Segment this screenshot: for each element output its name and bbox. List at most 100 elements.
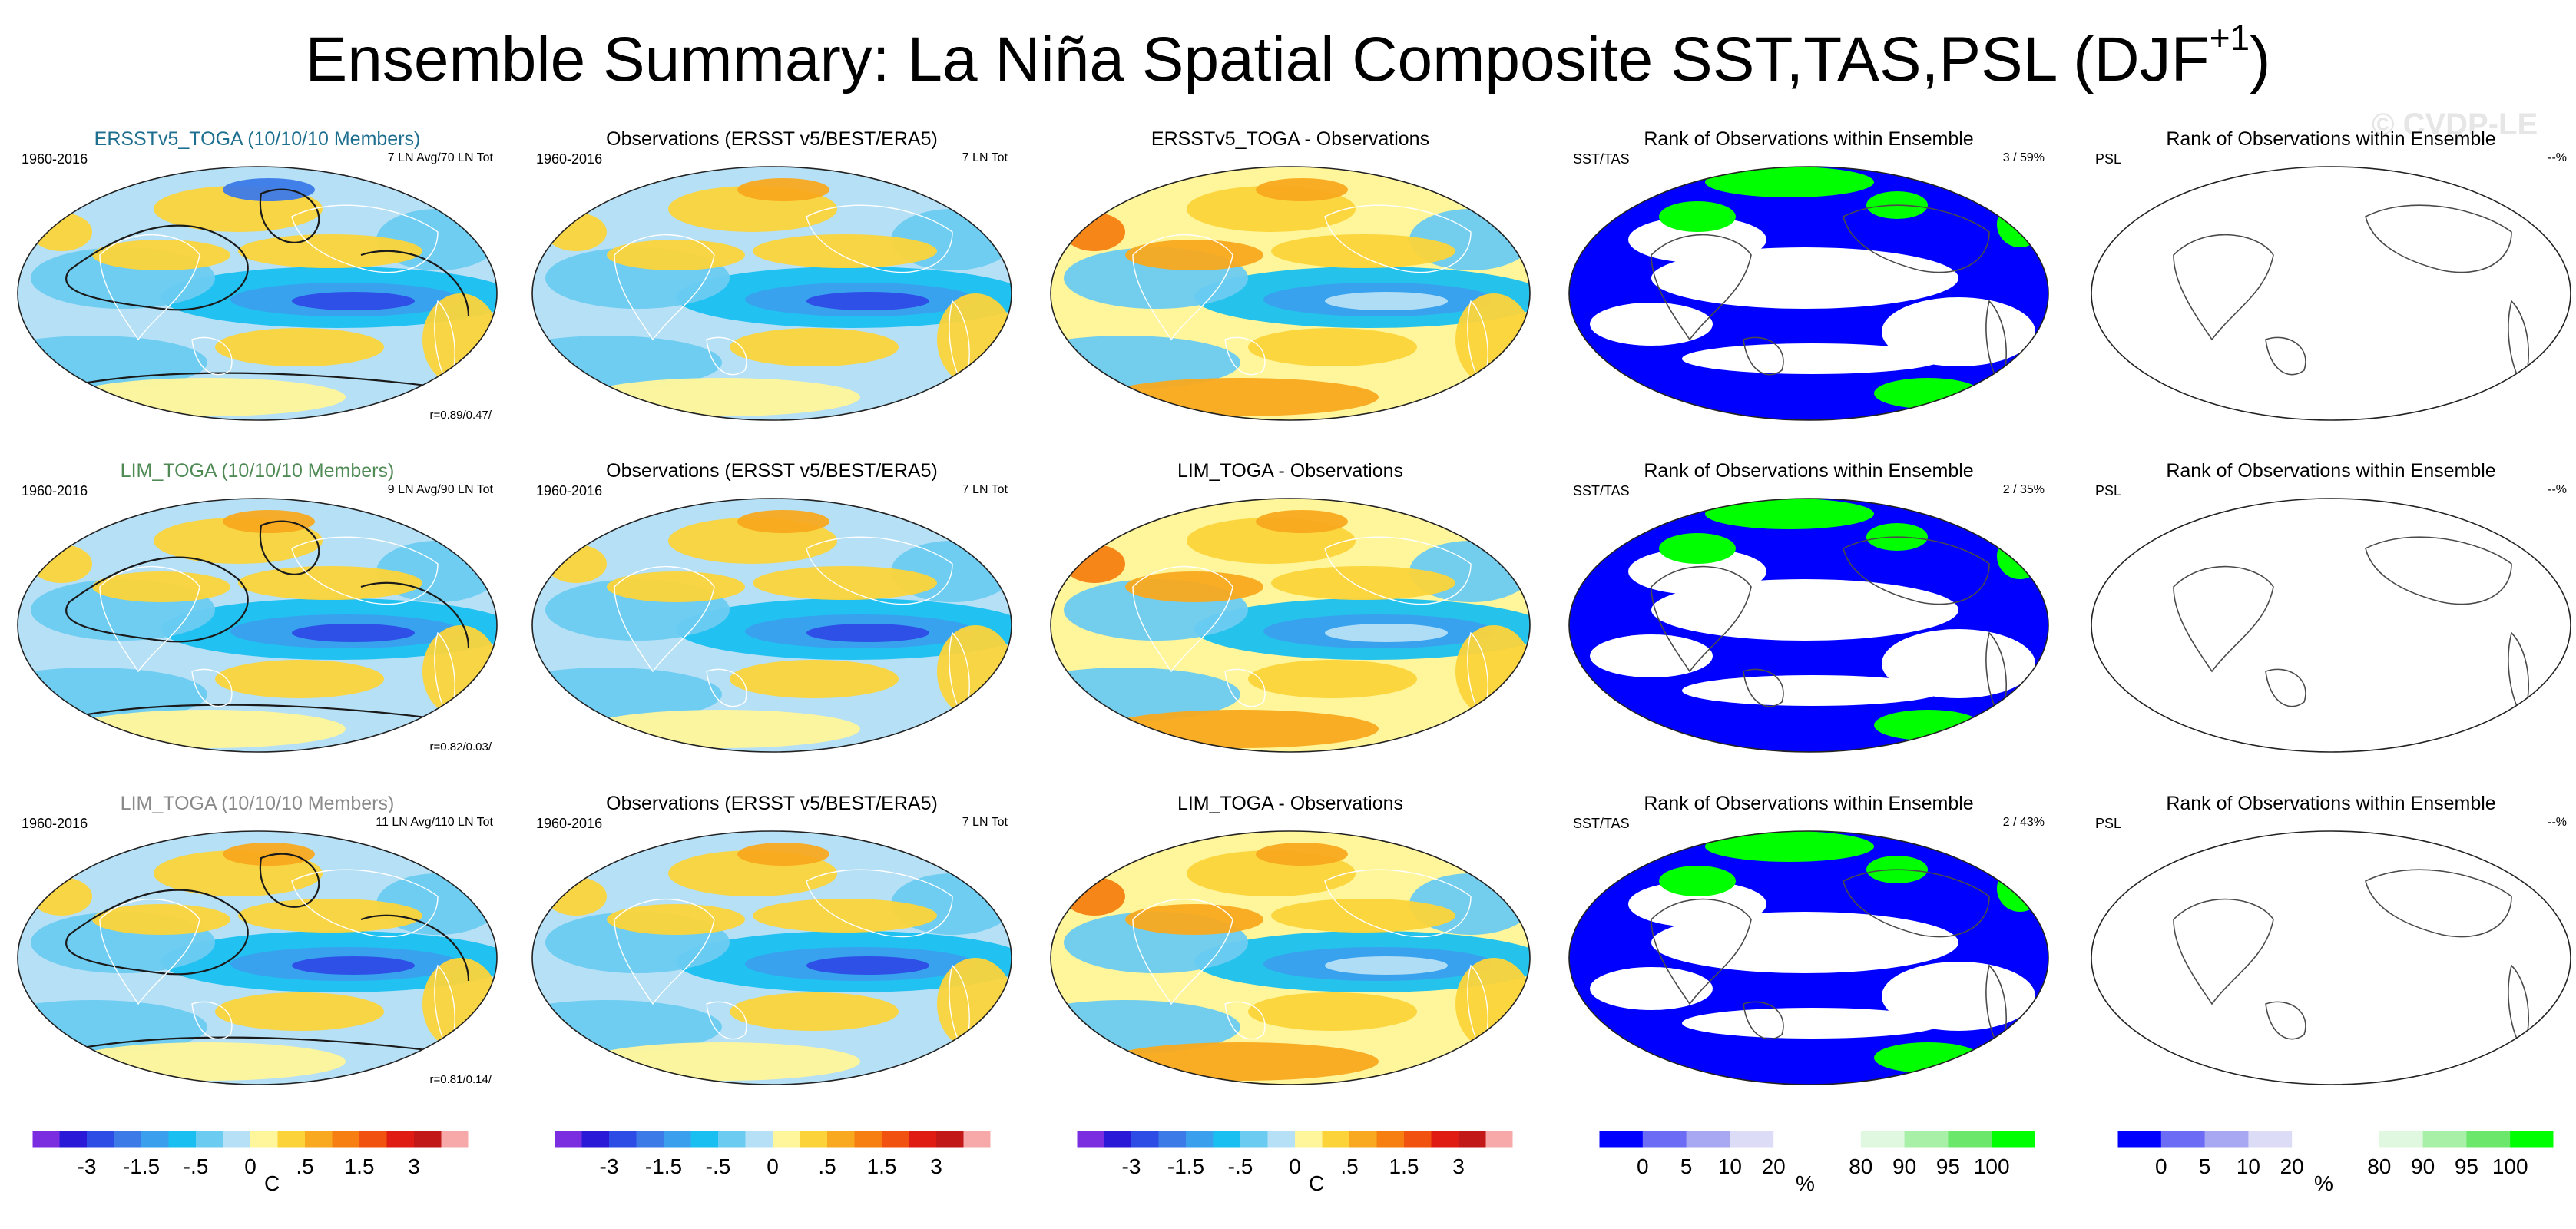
colorbar-rank-psl-svg: 0 5 10 20 80 90 95 100 (2117, 1130, 2554, 1178)
colorbar-tick-label: -3 (1122, 1154, 1141, 1178)
map-ensemble (17, 166, 498, 421)
colorbar-swatch (1295, 1131, 1323, 1148)
colorbar-swatch (1817, 1131, 1862, 1148)
map-outline (1050, 830, 1531, 1085)
map-rank-psl (2091, 166, 2571, 421)
panel-observations-row-2: Observations (ERSST v5/BEST/ERA5) 1960-20… (522, 452, 1021, 760)
colorbar-swatch (1158, 1131, 1187, 1148)
anomaly-region (31, 213, 92, 251)
colorbar-swatch (1213, 1131, 1241, 1148)
anomaly-region (422, 958, 497, 1050)
colorbar-tick-label: -.5 (184, 1154, 209, 1178)
map-observations (531, 830, 1012, 1085)
colorbar-tick-label: 5 (2199, 1154, 2211, 1178)
colorbar-tick-label: .5 (296, 1154, 313, 1178)
anomaly-region (737, 178, 829, 201)
coastline (2365, 204, 2512, 273)
psl-contour (259, 520, 320, 575)
colorbar-swatch (386, 1131, 415, 1148)
colorbar-tick-label: 100 (1974, 1154, 2010, 1178)
anomaly-region (1455, 625, 1530, 717)
colorbar-swatch (800, 1131, 828, 1148)
panel-period: 1960-2016 (22, 151, 88, 167)
map-observations (531, 166, 1012, 421)
colorbar-ensemble: -3 -1.5 -.5 0 .5 1.5 3 C (23, 1121, 522, 1229)
anomaly-region (69, 378, 346, 416)
anomaly-region (607, 240, 745, 270)
psl-contour (259, 853, 320, 908)
colorbar-swatch (332, 1131, 360, 1148)
coastline (1132, 565, 1233, 673)
rank-region-high (1997, 533, 2043, 579)
colorbar-swatch (168, 1131, 197, 1148)
colorbar-tick-label: 0 (1637, 1154, 1649, 1178)
panel-period: 1960-2016 (536, 151, 603, 167)
panel-variable-label: PSL (2095, 483, 2122, 499)
coastline (1224, 668, 1266, 707)
anomaly-region (1064, 877, 1125, 916)
colorbar-swatch (114, 1131, 142, 1148)
map-observations (531, 498, 1012, 753)
coastline (706, 668, 747, 707)
anomaly-region (92, 571, 230, 602)
rank-region-mid (1628, 548, 1766, 595)
colorbar-swatch (223, 1131, 251, 1148)
rank-region-high (1659, 533, 1736, 564)
colorbar-tick-label: -.5 (1228, 1154, 1253, 1178)
coastline (1651, 565, 1752, 673)
panel-count: 9 LN Avg/90 LN Tot (387, 483, 493, 496)
colorbar-swatch (1077, 1131, 1104, 1148)
anomaly-region (238, 234, 422, 268)
anomaly-region (1271, 234, 1455, 268)
colorbar-swatch (1459, 1131, 1486, 1148)
colorbar-swatch (2248, 1131, 2293, 1148)
map-outline (2091, 166, 2571, 421)
colorbar-swatch (2117, 1131, 2162, 1148)
anomaly-region (1248, 660, 1417, 698)
colorbar-tick-label: -.5 (706, 1154, 731, 1178)
rank-region-mid (1590, 967, 1713, 1010)
map-outline (17, 498, 498, 753)
panel-correlation: r=0.81/0.14/ (429, 1073, 492, 1086)
colorbar-tick-label: 10 (2237, 1154, 2260, 1178)
colorbar-swatch (1376, 1131, 1405, 1148)
psl-contour (65, 224, 249, 311)
colorbar-swatch (59, 1131, 88, 1148)
panel-count: 7 LN Tot (962, 816, 1008, 829)
colorbar-swatch (1485, 1131, 1514, 1148)
coastline (806, 869, 953, 938)
coastline (291, 536, 439, 605)
anomaly-region (937, 293, 1012, 386)
rank-region-mid (1628, 217, 1766, 263)
psl-contour (65, 889, 249, 976)
anomaly-region (238, 566, 422, 600)
map-outline (2091, 498, 2571, 753)
rank-region-mid (1882, 629, 2035, 698)
map-ensemble (17, 498, 498, 753)
colorbar-units: % (2314, 1171, 2333, 1195)
coastline (1324, 536, 1472, 605)
colorbar-rank-psl: 0 5 10 20 80 90 95 100 % (2108, 1121, 2576, 1229)
colorbar-tick-label: -1.5 (123, 1154, 160, 1178)
panel-rank-stat: --% (2548, 151, 2567, 164)
colorbar-swatch (305, 1131, 333, 1148)
colorbar-rank-sst: 0 5 10 20 80 90 95 100 % (1590, 1121, 2089, 1229)
colorbar-swatch (2160, 1131, 2206, 1148)
colorbar-swatch (196, 1131, 223, 1148)
panel-title: Rank of Observations within Ensemble (2166, 128, 2496, 150)
panel-rank-stat: --% (2548, 816, 2567, 829)
colorbar-swatch (854, 1131, 882, 1148)
panel-rank-psl-row-1: Rank of Observations within Ensemble PSL -… (2081, 121, 2576, 428)
colorbar-swatch (87, 1131, 114, 1148)
colorbar-units: % (1796, 1171, 1815, 1195)
anomaly-region (1064, 213, 1125, 251)
colorbar-difference-svg: -3 -1.5 -.5 0 .5 1.5 3 (1076, 1130, 1514, 1178)
anomaly-region (607, 904, 745, 935)
coastline (1324, 204, 1472, 273)
panel-title: Rank of Observations within Ensemble (1644, 793, 1974, 814)
colorbar-swatch (1404, 1131, 1432, 1148)
panel-rank-sst-row-1: Rank of Observations within Ensemble SST/… (1559, 121, 2058, 428)
panel-title: Rank of Observations within Ensemble (1644, 460, 1974, 482)
map-outline (1568, 166, 2049, 421)
colorbar-tick-label: 100 (2492, 1154, 2528, 1178)
